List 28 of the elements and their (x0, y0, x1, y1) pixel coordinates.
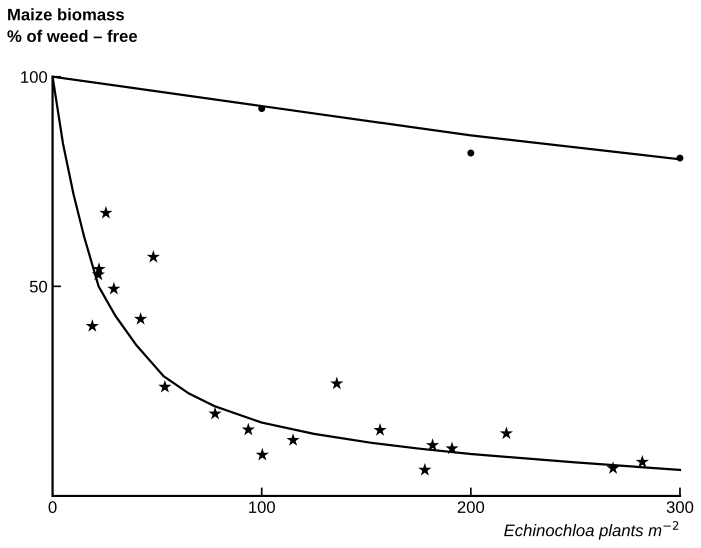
point (286, 433, 300, 446)
point (445, 442, 459, 454)
y-axis-title: Maize biomass % of weed – free (7, 8, 138, 42)
point (134, 312, 148, 325)
point (99, 206, 113, 219)
point (330, 376, 344, 390)
x-axis-title: Echinochloa plants m$^{−2}$ (504, 521, 678, 540)
point (426, 438, 440, 451)
point (467, 150, 474, 156)
point (373, 423, 387, 436)
point (636, 455, 649, 468)
point (107, 282, 120, 294)
point (606, 461, 620, 474)
point (258, 105, 266, 112)
point (242, 422, 255, 436)
x-tick-label: 300 (666, 501, 694, 514)
x-tick-label: 200 (458, 501, 484, 514)
x-tick-label: 0 (48, 501, 57, 514)
point (256, 448, 269, 460)
point (500, 426, 513, 440)
point (158, 380, 172, 393)
x-tick-label: 100 (249, 501, 275, 514)
point (676, 154, 684, 162)
y-tick-label: 50 (30, 280, 48, 293)
point (146, 250, 160, 263)
point (208, 406, 222, 420)
point (418, 463, 432, 476)
point (86, 319, 99, 332)
